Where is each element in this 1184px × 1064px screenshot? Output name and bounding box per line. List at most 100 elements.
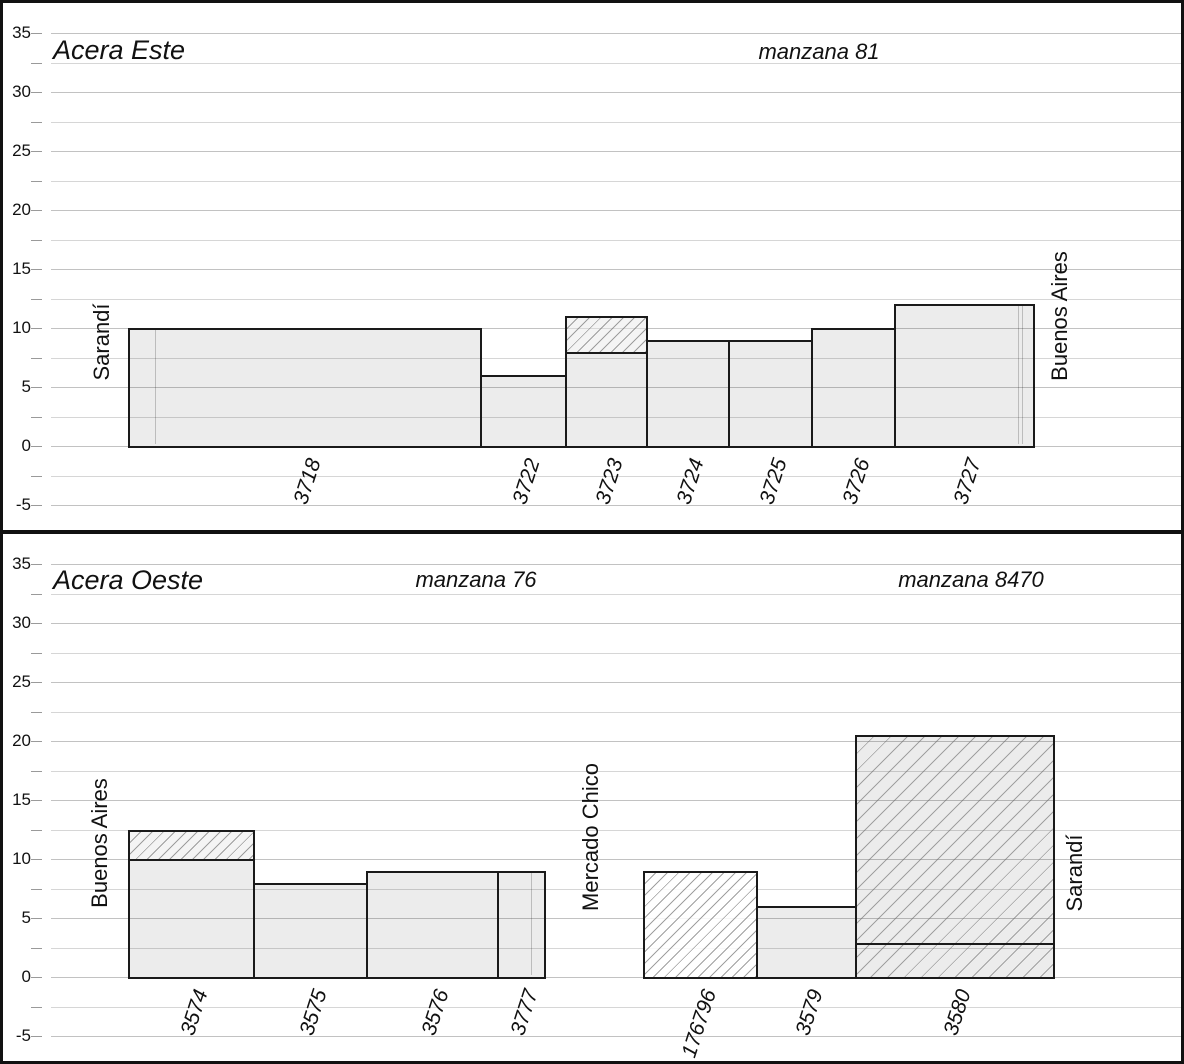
- x-tick-label: 176796: [677, 986, 722, 1061]
- y-axis-tick: [31, 711, 42, 713]
- gridline: [51, 357, 1181, 359]
- y-axis-tick: [31, 593, 42, 595]
- gridline: [51, 888, 1181, 890]
- y-axis-tick: [31, 298, 42, 300]
- gridline: [51, 239, 1181, 241]
- parcel-division-line: [155, 330, 156, 444]
- street-label-middle: Mercado Chico: [578, 763, 603, 911]
- gridline: [51, 652, 1181, 654]
- panel-acera-oeste: Acera Oeste 35 30 25 20 15 10 5 0 -5 manzana 76 ma…: [3, 3, 1181, 1061]
- y-axis-tick: [31, 92, 42, 93]
- y-axis-tick: [31, 475, 42, 477]
- y-axis-tick: [31, 1006, 42, 1008]
- y-axis-tick: [31, 977, 42, 978]
- bar: [811, 328, 896, 448]
- bar: [894, 304, 1035, 448]
- parcel-division-line: [1018, 306, 1019, 444]
- y-tick-label: 20: [12, 200, 31, 219]
- bar: [128, 859, 255, 979]
- y-tick-label: 10: [12, 318, 31, 337]
- bar-hatch-extension: [565, 316, 648, 354]
- gridline: [51, 977, 1181, 978]
- y-tick-label: 15: [12, 790, 31, 809]
- y-axis-tick: [31, 652, 42, 654]
- parcel-division-line: [1022, 306, 1023, 444]
- gridline: [51, 62, 1181, 64]
- y-tick-label: 0: [21, 436, 31, 455]
- y-tick-label: 20: [12, 731, 31, 750]
- panel-acera-este: Acera Este 35 30 25 20 15 10 5 0 -5 manzana 81 Sar…: [3, 3, 1181, 1061]
- street-label-right: Sarandí: [1062, 834, 1087, 912]
- gridline: [51, 711, 1181, 713]
- y-tick-label: 0: [21, 967, 31, 986]
- street-label-left: Buenos Aires: [87, 778, 112, 908]
- y-axis-tick: [31, 800, 42, 801]
- y-axis-tick: [31, 33, 42, 34]
- gridline: [51, 151, 1181, 152]
- y-tick-label: 25: [12, 672, 31, 691]
- gridline: [51, 1006, 1181, 1008]
- y-tick-label: 5: [21, 908, 31, 927]
- gridline: [51, 623, 1181, 624]
- gridline: [51, 505, 1181, 506]
- x-tick-label: 3777: [506, 986, 543, 1039]
- bar: [128, 328, 482, 448]
- y-tick-label: 35: [12, 554, 31, 573]
- bar-hatch-extension: [643, 870, 758, 979]
- y-axis-tick: [31, 918, 42, 919]
- gridline: [51, 387, 1181, 388]
- parcel-division-line: [531, 872, 532, 975]
- y-axis-tick: [31, 180, 42, 182]
- gridline: [51, 682, 1181, 683]
- gridline: [51, 800, 1181, 801]
- bar: [497, 870, 546, 979]
- y-axis-tick: [31, 741, 42, 742]
- y-tick-label: -5: [15, 1026, 31, 1045]
- y-axis-tick: [31, 770, 42, 772]
- gridline: [51, 593, 1181, 595]
- y-axis-tick: [31, 416, 42, 418]
- bar-hatched: [855, 735, 1055, 979]
- gridline: [51, 121, 1181, 123]
- x-tick-label: 3576: [417, 986, 454, 1039]
- y-axis-tick: [31, 328, 42, 329]
- gridline: [51, 564, 1181, 565]
- built-height-line: [857, 942, 1053, 945]
- y-tick-label: 10: [12, 849, 31, 868]
- x-tick-label: 3580: [939, 986, 976, 1039]
- gridline: [51, 770, 1181, 772]
- y-axis-tick: [31, 829, 42, 831]
- block-label: manzana 76: [415, 567, 537, 592]
- panel-divider: [3, 530, 1181, 534]
- y-axis-tick: [31, 682, 42, 683]
- gridline: [51, 269, 1181, 270]
- gridline: [51, 859, 1181, 860]
- gridline: [51, 475, 1181, 477]
- panel-title-acera-este: Acera Este: [53, 35, 186, 65]
- x-tick-label: 3579: [791, 986, 828, 1039]
- y-axis-tick: [31, 387, 42, 388]
- y-axis-tick: [31, 62, 42, 64]
- block-label: manzana 81: [758, 39, 880, 64]
- y-axis-tick: [31, 1036, 42, 1037]
- gridline: [51, 210, 1181, 211]
- y-tick-label: 35: [12, 23, 31, 42]
- y-axis-tick: [31, 947, 42, 949]
- gridline: [51, 92, 1181, 93]
- y-axis-tick: [31, 446, 42, 447]
- y-tick-label: 30: [12, 82, 31, 101]
- x-tick-label: 3575: [295, 986, 332, 1039]
- y-tick-label: 30: [12, 613, 31, 632]
- y-axis-tick: [31, 121, 42, 123]
- y-tick-label: 15: [12, 259, 31, 278]
- y-axis-tick: [31, 357, 42, 359]
- gridline: [51, 1036, 1181, 1037]
- y-axis-tick: [31, 888, 42, 890]
- gridline: [51, 741, 1181, 742]
- gridline: [51, 829, 1181, 831]
- gridline: [51, 918, 1181, 919]
- y-tick-label: 5: [21, 377, 31, 396]
- y-axis-tick: [31, 239, 42, 241]
- x-tick-label: 3574: [176, 986, 213, 1039]
